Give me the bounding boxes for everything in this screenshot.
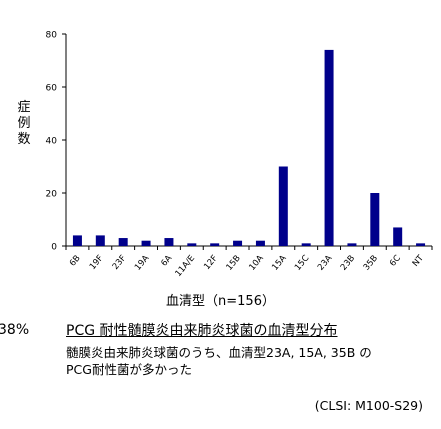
caption-title: PCG 耐性髄膜炎由来肺炎球菌の血清型分布 — [66, 323, 338, 339]
y-tick-label: 0 — [51, 243, 57, 253]
x-tick-label: 6A — [159, 253, 174, 268]
bar-chart: 0 20 40 60 80 6B 19F 23F 19A 6A 11A/E 12F 15B 10A 15A… — [46, 31, 433, 279]
x-tick-label: NT — [411, 253, 427, 269]
y-tick-labels: 0 20 40 60 80 — [46, 31, 58, 253]
caption-body: 髄膜炎由来肺炎球菌のうち、血清型23A, 15A, 35B の PCG耐性菌が多… — [66, 344, 372, 378]
bar-23a — [324, 49, 334, 247]
y-axis-label: 症例数 — [17, 100, 31, 147]
chart-bars — [72, 49, 426, 247]
x-tick-label: 19F — [88, 253, 106, 272]
x-tick-label: 15A — [270, 253, 288, 272]
x-tick-label: 12F — [202, 253, 220, 272]
bar-12f — [210, 243, 220, 246]
y-tick-label: 40 — [46, 137, 58, 147]
x-tick-label: 10A — [247, 253, 265, 272]
bar-15b — [233, 240, 243, 246]
side-percentage-text: 38% — [0, 322, 30, 338]
bar-23f — [118, 238, 128, 246]
bar-11ae — [187, 243, 197, 246]
x-tick-label: 15B — [224, 253, 242, 272]
caption-line-2: PCG耐性菌が多かった — [66, 362, 192, 377]
caption-line-1: 髄膜炎由来肺炎球菌のうち、血清型23A, 15A, 35B の — [66, 345, 372, 360]
bar-23b — [347, 243, 357, 246]
x-tick-label: 6B — [68, 253, 83, 268]
y-tick-label: 80 — [46, 31, 58, 41]
bar-19f — [95, 235, 105, 246]
x-tick-label: 23F — [111, 253, 129, 272]
x-tick-label: 15C — [293, 253, 311, 272]
bar-19a — [141, 240, 151, 246]
bar-6c — [393, 227, 403, 246]
x-tick-label: 23A — [316, 253, 334, 272]
bar-nt — [416, 243, 426, 246]
caption-source: (CLSI: M100-S29) — [314, 398, 423, 413]
x-tick-label: 23B — [339, 253, 357, 272]
bar-6a — [164, 238, 174, 246]
x-tick-labels: 6B 19F 23F 19A 6A 11A/E 12F 15B 10A 15A 15C 23A 23B 3… — [68, 253, 427, 279]
bar-15a — [278, 166, 288, 246]
x-tick-label: 19A — [133, 253, 151, 272]
x-tick-label: 35B — [362, 253, 380, 272]
bar-15c — [301, 243, 311, 246]
x-tick-label: 11A/E — [173, 254, 197, 279]
x-tick-label: 6C — [388, 253, 403, 268]
y-tick-label: 60 — [46, 84, 58, 94]
x-axis-label: 血清型（n=156） — [166, 294, 275, 309]
bar-10a — [255, 240, 265, 246]
bar-35b — [370, 193, 380, 246]
y-tick-label: 20 — [46, 190, 58, 200]
bar-6b — [72, 235, 82, 246]
